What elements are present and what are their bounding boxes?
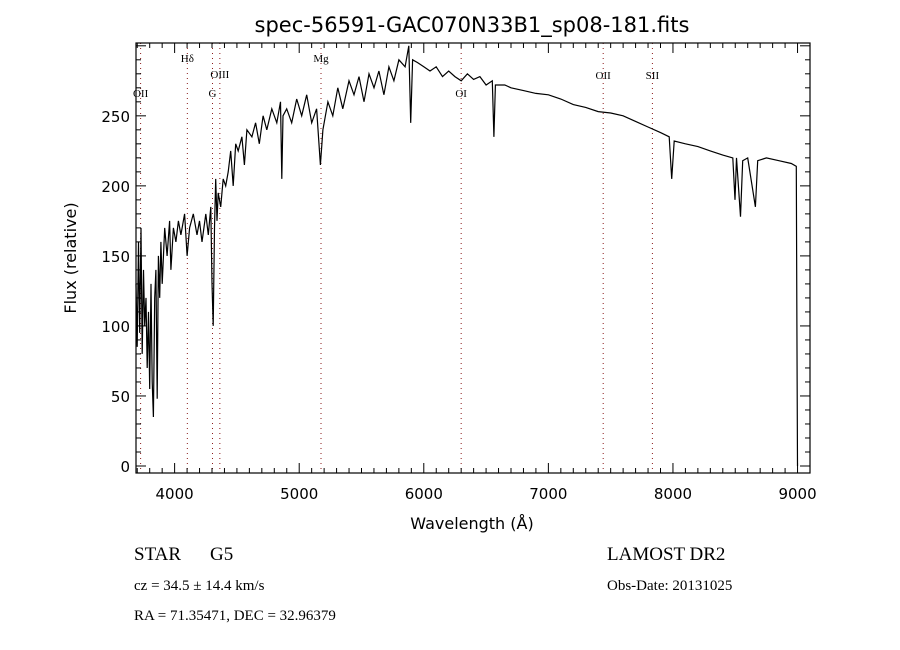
line-marker-label: OII (133, 88, 149, 100)
y-tick-label: 100 (101, 318, 130, 336)
line-marker-label: OII (596, 70, 612, 82)
y-tick-label: 200 (101, 178, 130, 196)
line-marker-label: OIII (210, 69, 229, 81)
survey-release: LAMOST DR2 (607, 544, 725, 565)
x-tick-label: 5000 (280, 485, 318, 503)
line-marker-label: Hδ (181, 53, 194, 65)
y-tick-label: 250 (101, 108, 130, 126)
redshift-velocity: cz = 34.5 ± 14.4 km/s (134, 578, 265, 594)
axis-ticks: 4000 5000 6000 7000 8000 9000 0 50 100 150 200 250 (101, 43, 817, 503)
spectrum-line (135, 45, 799, 467)
coordinates: RA = 71.35471, DEC = 32.96379 (134, 608, 336, 624)
line-marker-label: OI (455, 88, 467, 100)
object-subclass: G5 (210, 544, 233, 565)
x-tick-label: 9000 (778, 485, 816, 503)
x-tick-label: 7000 (529, 485, 567, 503)
x-tick-label: 8000 (654, 485, 692, 503)
x-tick-label: 4000 (156, 485, 194, 503)
chart-title: spec-56591-GAC070N33B1_sp08-181.fits (255, 13, 690, 38)
plot-frame (135, 42, 811, 474)
x-axis-label: Wavelength (Å) (410, 514, 533, 533)
line-markers: OII Hδ G OIII Mg OI OII SII (133, 43, 659, 473)
object-class: STAR (134, 544, 181, 565)
line-marker-label: Mg (313, 53, 329, 65)
y-axis-label: Flux (relative) (61, 202, 80, 313)
y-tick-label: 150 (101, 248, 130, 266)
x-tick-label: 6000 (405, 485, 443, 503)
observation-date: Obs-Date: 20131025 (607, 578, 732, 594)
line-marker-label: G (209, 88, 217, 100)
line-marker-label: SII (646, 70, 660, 82)
y-tick-label: 0 (120, 458, 130, 476)
y-tick-label: 50 (111, 388, 130, 406)
